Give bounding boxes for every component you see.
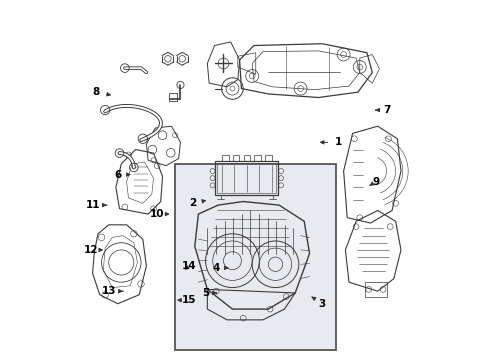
Text: 13: 13 xyxy=(101,286,123,296)
Text: 1: 1 xyxy=(320,138,342,147)
Text: 15: 15 xyxy=(178,295,196,305)
Text: 2: 2 xyxy=(189,198,205,208)
Bar xyxy=(175,164,337,350)
Bar xyxy=(265,155,271,161)
Text: 7: 7 xyxy=(376,105,391,115)
Bar xyxy=(169,93,176,101)
Bar xyxy=(222,155,228,161)
Text: 9: 9 xyxy=(369,177,379,187)
Bar xyxy=(244,155,250,161)
Text: 5: 5 xyxy=(202,288,217,298)
Bar xyxy=(233,155,239,161)
Text: 3: 3 xyxy=(312,297,326,309)
Text: 4: 4 xyxy=(213,263,228,273)
Bar xyxy=(217,163,276,193)
Text: 8: 8 xyxy=(93,87,110,97)
Text: 14: 14 xyxy=(182,261,196,271)
Text: 6: 6 xyxy=(114,170,130,180)
Bar xyxy=(254,155,261,161)
Text: 11: 11 xyxy=(85,200,107,210)
Text: 10: 10 xyxy=(150,209,169,219)
Bar xyxy=(216,161,278,195)
Text: 12: 12 xyxy=(84,245,102,255)
